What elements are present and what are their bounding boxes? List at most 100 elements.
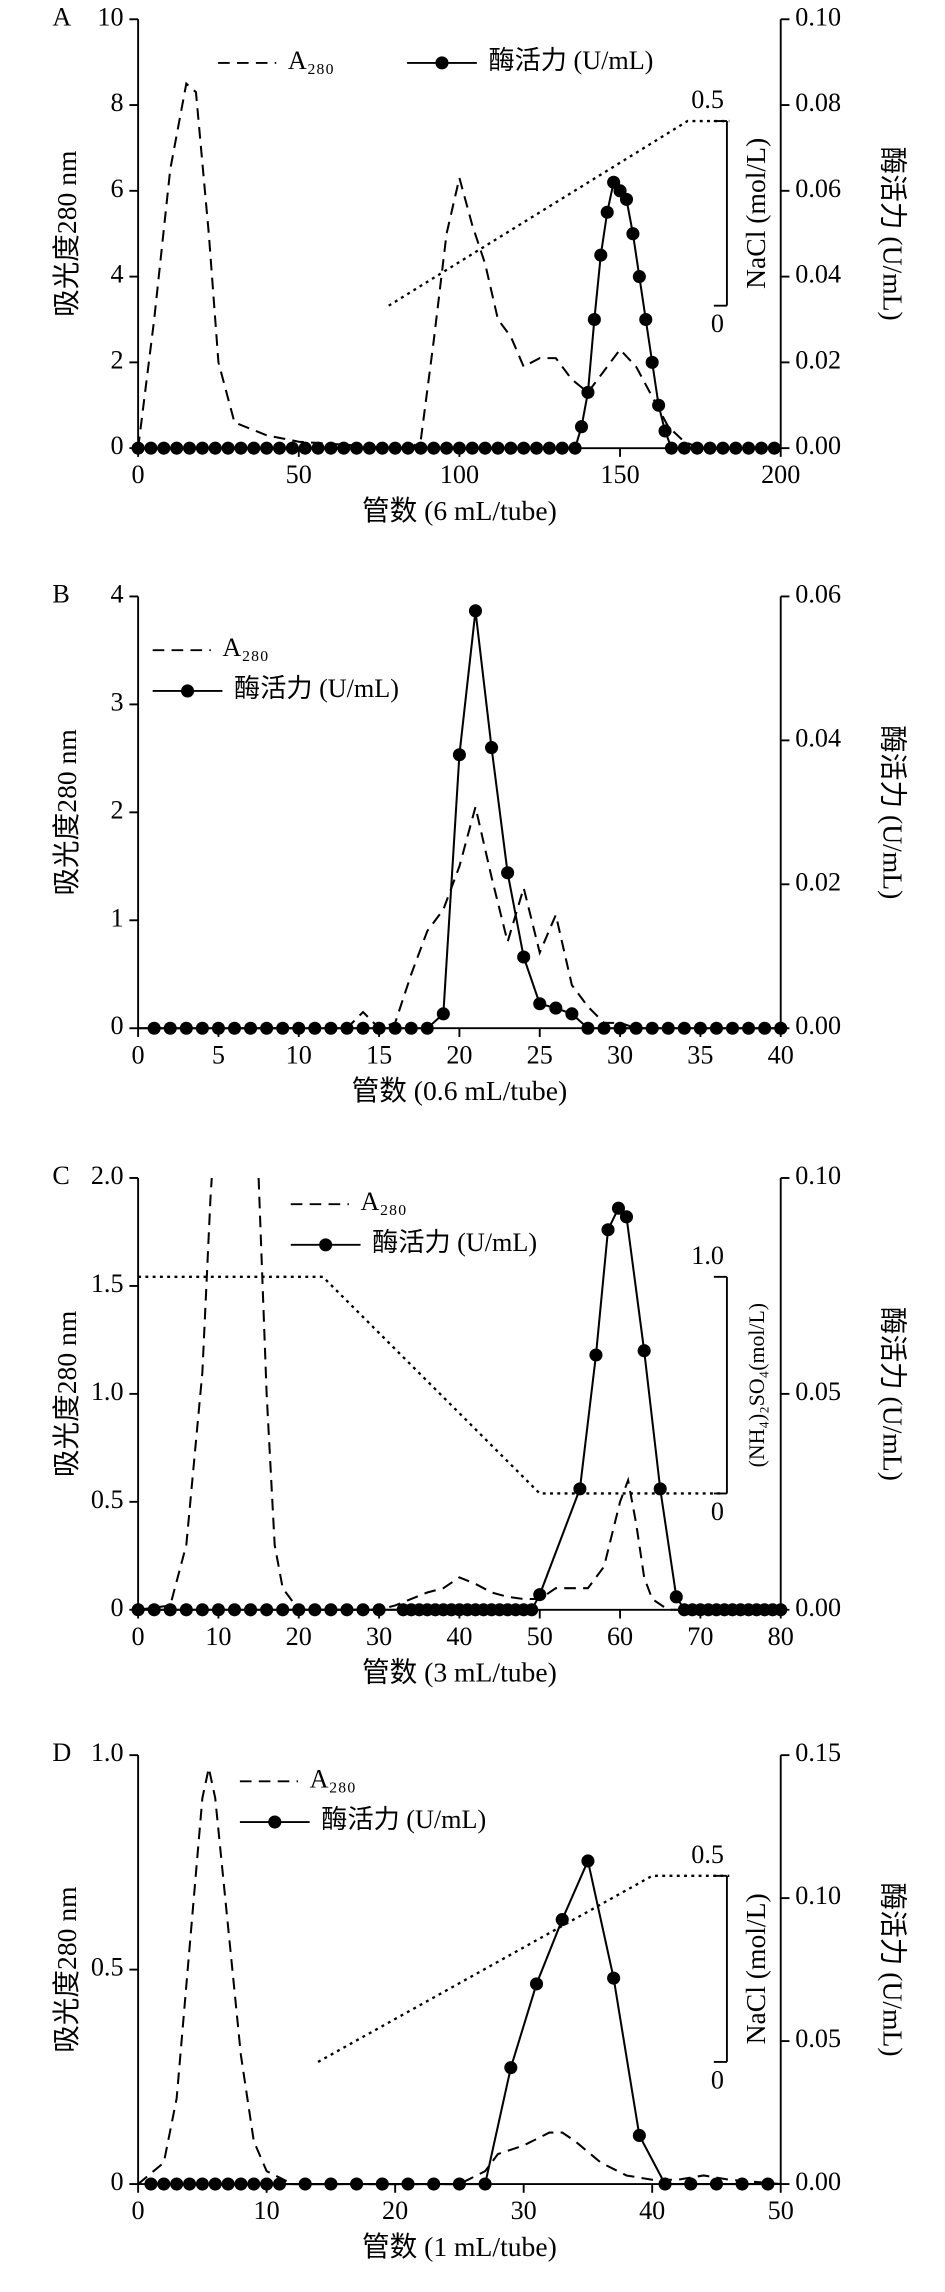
- y3-tick-label: 0.5: [691, 85, 724, 114]
- marker: [589, 1348, 603, 1362]
- marker: [664, 441, 679, 455]
- marker: [340, 1603, 354, 1617]
- marker: [761, 2177, 775, 2191]
- marker: [157, 441, 171, 455]
- y2-axis-label: 酶活力 (U/mL): [877, 1307, 908, 1481]
- marker: [703, 441, 717, 455]
- marker: [658, 2177, 672, 2191]
- x-tick-label: 0: [132, 2196, 145, 2225]
- x-axis-label: 管数 (3 mL/tube): [362, 1657, 557, 1688]
- y-tick-label: 10: [97, 2, 123, 31]
- y2-tick-label: 0.00: [795, 2167, 841, 2196]
- marker: [182, 441, 197, 455]
- marker: [420, 1021, 434, 1035]
- marker: [597, 1021, 611, 1035]
- panel-label: C: [52, 1161, 69, 1190]
- marker: [195, 2177, 209, 2191]
- y2-tick-label: 0.06: [795, 579, 841, 608]
- y-tick-label: 1.0: [91, 1738, 124, 1767]
- marker: [436, 1007, 450, 1021]
- marker: [632, 2128, 646, 2142]
- marker: [340, 1021, 354, 1035]
- y-tick-label: 4: [110, 260, 123, 289]
- marker: [581, 1021, 595, 1035]
- x-tick-label: 10: [254, 2196, 280, 2225]
- marker: [211, 1603, 225, 1617]
- y-tick-label: 3: [110, 687, 123, 716]
- plot-area: [137, 1767, 781, 2191]
- marker: [533, 1588, 547, 1602]
- series-line: [150, 1857, 768, 2186]
- plot-area: [131, 1177, 788, 1617]
- marker: [221, 441, 235, 455]
- marker: [587, 312, 601, 327]
- marker: [276, 1603, 290, 1617]
- marker: [581, 385, 595, 399]
- marker: [170, 441, 184, 455]
- marker: [742, 1021, 756, 1035]
- marker: [478, 2177, 492, 2191]
- marker: [427, 2177, 441, 2191]
- marker: [529, 441, 544, 455]
- x-tick-label: 35: [687, 1040, 713, 1069]
- y3-axis-label: (NH₄)₂SO₄(mol/L): [745, 1303, 769, 1467]
- marker: [208, 2177, 222, 2191]
- y2-axis-label: 酶活力 (U/mL): [877, 1883, 908, 2057]
- y-axis-label: 吸光度280 nm: [51, 150, 82, 317]
- marker: [401, 441, 415, 455]
- plot-area: [131, 81, 781, 455]
- marker: [211, 1021, 225, 1035]
- marker: [754, 441, 768, 455]
- y-tick-label: 8: [110, 88, 123, 117]
- marker: [677, 441, 691, 455]
- series-line: [138, 806, 781, 1030]
- marker: [388, 1021, 402, 1035]
- marker: [272, 2177, 287, 2191]
- x-tick-label: 30: [366, 1622, 392, 1651]
- marker: [234, 2177, 248, 2191]
- marker: [208, 441, 222, 455]
- panel-label: B: [52, 579, 69, 608]
- marker: [311, 441, 325, 455]
- y2-tick-label: 0.06: [795, 174, 841, 203]
- marker: [350, 2177, 364, 2191]
- y-tick-label: 2.0: [91, 1161, 124, 1190]
- marker: [601, 1223, 615, 1237]
- x-tick-label: 15: [366, 1040, 392, 1069]
- y3-axis-label: NaCl (mol/L): [740, 138, 771, 289]
- marker: [356, 1021, 370, 1035]
- marker: [645, 355, 659, 369]
- marker: [742, 441, 756, 455]
- marker: [324, 1603, 338, 1617]
- series-line: [137, 1767, 781, 2186]
- legend-label: A₂₈₀: [222, 633, 268, 662]
- y2-tick-label: 0.04: [795, 723, 841, 752]
- y-tick-label: 4: [110, 579, 123, 608]
- marker: [375, 2177, 389, 2191]
- marker: [324, 1021, 338, 1035]
- x-tick-label: 25: [527, 1040, 553, 1069]
- y-tick-label: 2: [110, 345, 123, 374]
- y2-tick-label: 0.00: [795, 1011, 841, 1040]
- plot-area: [138, 604, 788, 1035]
- x-tick-label: 5: [212, 1040, 225, 1069]
- x-tick-label: 40: [639, 2196, 665, 2225]
- marker: [131, 1603, 145, 1617]
- y-tick-label: 2: [110, 795, 123, 824]
- y2-tick-label: 0.08: [795, 88, 841, 117]
- marker: [632, 270, 646, 284]
- x-tick-label: 20: [286, 1622, 312, 1651]
- y2-axis-label: 酶活力 (U/mL): [877, 147, 908, 321]
- series-line: [137, 1177, 781, 1611]
- marker: [684, 2177, 698, 2191]
- marker: [372, 1603, 386, 1617]
- marker: [774, 1021, 788, 1035]
- legend-label: 酶活力 (U/mL): [372, 1228, 537, 1257]
- x-tick-label: 0: [132, 1622, 145, 1651]
- marker: [147, 1021, 161, 1035]
- marker: [244, 1021, 258, 1035]
- gradient-line: [317, 1874, 730, 2063]
- marker: [465, 441, 479, 455]
- x-tick-label: 50: [768, 2196, 794, 2225]
- y2-tick-label: 0.05: [795, 2024, 841, 2053]
